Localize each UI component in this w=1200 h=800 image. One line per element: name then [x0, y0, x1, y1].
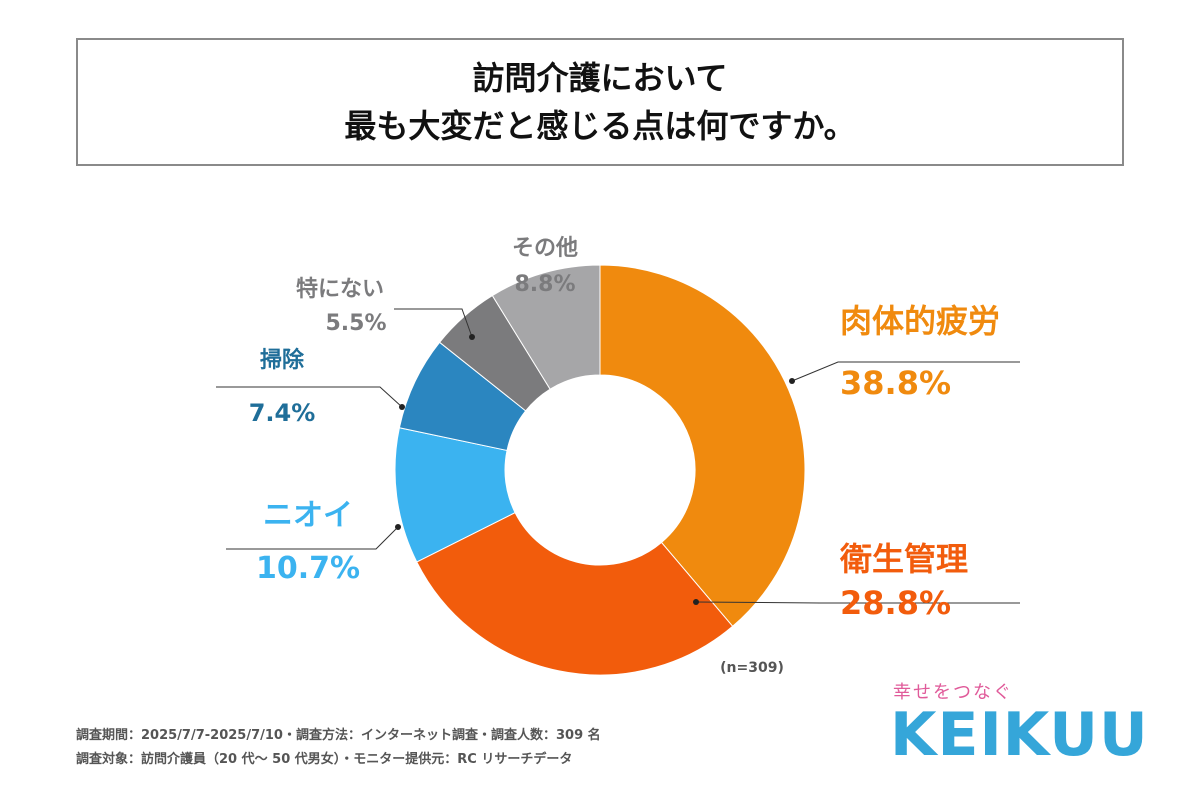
- slice-value-6: 8.8%: [514, 272, 575, 297]
- sample-size-note: (n=309): [720, 660, 784, 676]
- slice-label-3: ニオイ: [263, 498, 353, 533]
- slice-value-5: 5.5%: [325, 311, 386, 336]
- slice-label-2: 衛生管理: [839, 540, 968, 578]
- brand-tagline: 幸せをつなぐ: [893, 682, 1013, 703]
- brand-logo: KEIKUU: [890, 700, 1149, 770]
- survey-period-note: 調査期間：2025/7/7-2025/7/10・調査方法：インターネット調査・調…: [76, 728, 601, 743]
- leader-dot-5: [469, 334, 475, 340]
- slice-value-2: 28.8%: [840, 584, 951, 622]
- leader-line-4: [216, 386, 403, 408]
- slice-value-4: 7.4%: [249, 399, 316, 427]
- slice-label-4: 掃除: [260, 347, 305, 373]
- slice-value-1: 38.8%: [840, 364, 951, 402]
- leader-line-5: [394, 308, 473, 338]
- leader-line-1: [791, 361, 1020, 382]
- leader-line-3: [226, 526, 399, 550]
- survey-target-note: 調査対象：訪問介護員（20 代～ 50 代男女）・モニター提供元：RC リサーチ…: [76, 752, 573, 767]
- chart-title-line-1: 訪問介護において: [472, 59, 728, 97]
- leader-dot-4: [399, 404, 405, 410]
- donut-slice-2: [416, 511, 734, 676]
- slice-label-1: 肉体的疲労: [840, 302, 1000, 340]
- donut-slice-6: [491, 264, 601, 390]
- slice-value-3: 10.7%: [256, 551, 360, 586]
- leader-line-2: [695, 601, 1020, 604]
- title-box: 訪問介護において 最も大変だと感じる点は何ですか。: [76, 38, 1124, 166]
- leader-dot-3: [395, 524, 401, 530]
- leader-dot-2: [693, 599, 699, 605]
- chart-title-line-2: 最も大変だと感じる点は何ですか。: [344, 107, 856, 145]
- donut-slice-1: [599, 264, 806, 628]
- slice-label-6: その他: [512, 236, 578, 261]
- slice-label-5: 特にない: [296, 276, 384, 302]
- leader-dot-1: [789, 378, 795, 384]
